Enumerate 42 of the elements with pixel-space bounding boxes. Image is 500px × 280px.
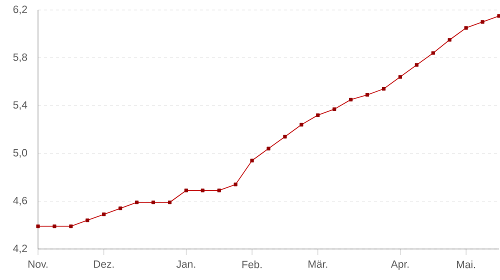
point bbox=[250, 158, 254, 162]
point bbox=[316, 113, 320, 117]
x-tick-label: Dez. bbox=[94, 260, 114, 268]
point bbox=[464, 26, 468, 30]
point bbox=[365, 93, 370, 97]
point bbox=[448, 38, 452, 42]
point bbox=[349, 98, 353, 102]
x-tick-label: Jan. bbox=[176, 260, 196, 268]
point bbox=[217, 188, 221, 192]
x-tick-label: Nov. bbox=[28, 260, 48, 268]
point bbox=[414, 63, 418, 67]
point bbox=[86, 218, 90, 222]
point bbox=[200, 188, 204, 192]
point bbox=[283, 134, 287, 138]
point bbox=[69, 224, 73, 228]
point bbox=[480, 20, 484, 24]
y-tick-label: 4,6 bbox=[13, 196, 28, 206]
x-tick-label: Mai. bbox=[457, 260, 476, 268]
y-tick-label: 5,0 bbox=[13, 149, 28, 158]
point bbox=[382, 87, 386, 91]
x-tick-label: Mär. bbox=[308, 260, 328, 268]
point bbox=[134, 200, 139, 204]
point bbox=[300, 122, 304, 127]
y-tick-label: 4,2 bbox=[13, 244, 27, 254]
y-tick-label: 5,4 bbox=[13, 101, 28, 110]
point bbox=[497, 14, 500, 18]
y-tick-label: 5,8 bbox=[13, 53, 28, 62]
y-tick-label: 6,2 bbox=[13, 6, 27, 14]
point bbox=[102, 212, 106, 216]
point bbox=[398, 75, 402, 79]
point bbox=[151, 200, 156, 204]
point bbox=[234, 182, 238, 186]
point bbox=[431, 51, 435, 55]
point bbox=[266, 146, 270, 150]
point bbox=[168, 200, 172, 204]
point bbox=[52, 224, 56, 228]
point bbox=[184, 188, 188, 192]
x-tick-label: Feb. bbox=[242, 260, 262, 268]
point bbox=[332, 107, 336, 111]
point bbox=[118, 206, 122, 210]
point bbox=[36, 224, 40, 228]
x-tick-label: Apr. bbox=[390, 260, 409, 270]
